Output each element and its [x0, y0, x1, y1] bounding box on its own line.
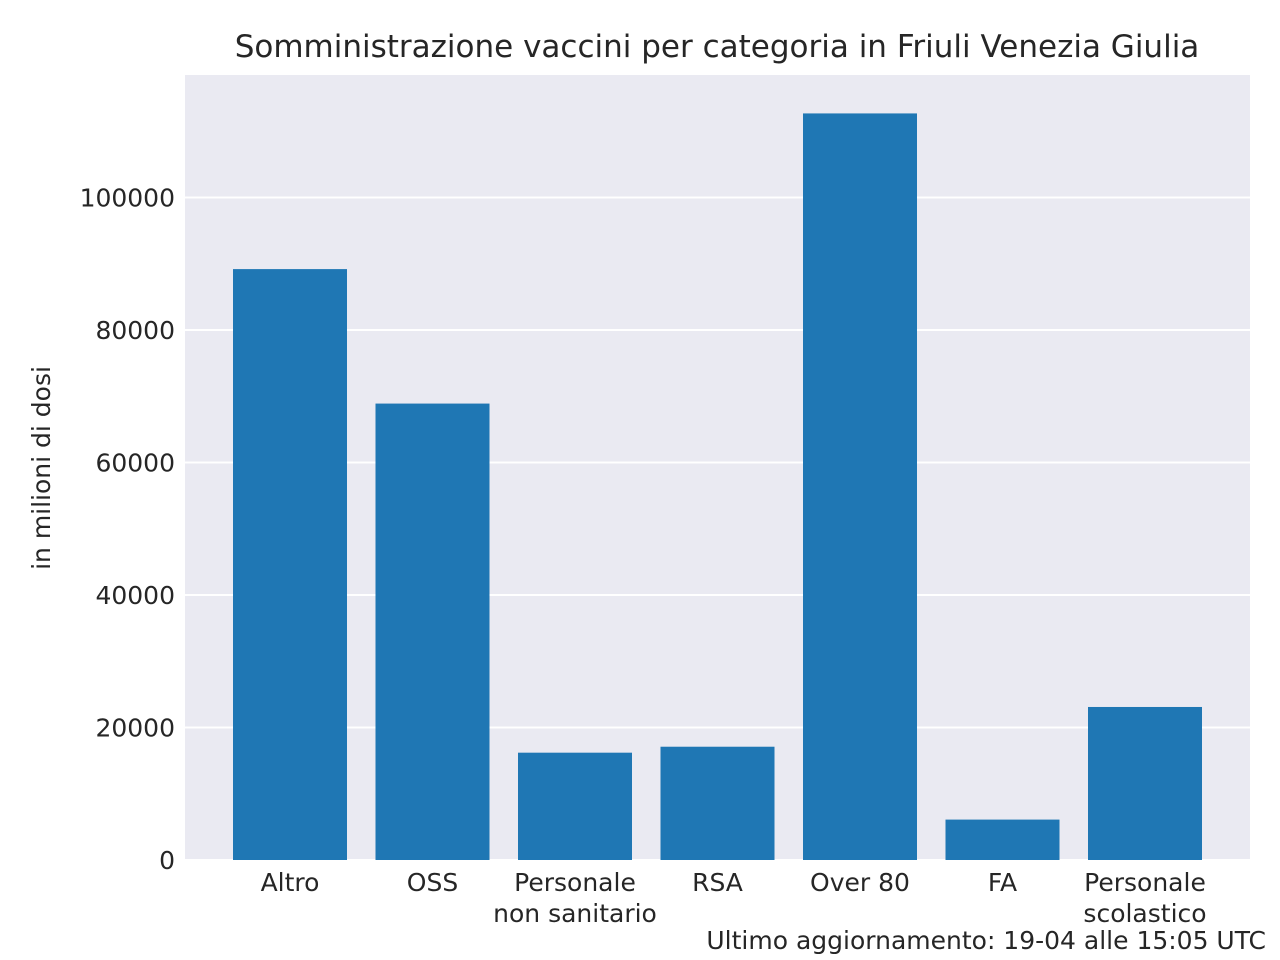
update-footnote: Ultimo aggiornamento: 19-04 alle 15:05 U… [706, 926, 1266, 955]
x-tick-label: Over 80 [810, 868, 910, 897]
bar [945, 819, 1060, 860]
chart-title: Somministrazione vaccini per categoria i… [235, 29, 1200, 65]
bar [375, 403, 490, 860]
bar [233, 269, 347, 860]
bars [233, 113, 1202, 861]
y-axis-label: in milioni di dosi [27, 366, 56, 570]
x-tick-label: RSA [692, 868, 743, 897]
bar [660, 746, 775, 860]
x-tick-label: Personale [514, 868, 636, 897]
y-axis-ticks: 0 20000 40000 60000 80000 100000 [80, 184, 175, 875]
y-tick-label: 100000 [80, 184, 175, 213]
plot-area [185, 75, 1250, 860]
x-tick-label: OSS [407, 868, 458, 897]
x-tick-label: Personale [1084, 868, 1206, 897]
x-tick-label: non sanitario [493, 899, 657, 928]
x-tick-label: Altro [261, 868, 320, 897]
bar [1088, 706, 1202, 860]
y-tick-label: 40000 [95, 581, 175, 610]
y-tick-label: 0 [159, 846, 175, 875]
y-tick-label: 60000 [95, 449, 175, 478]
bar [803, 113, 917, 861]
x-tick-label: scolastico [1083, 899, 1206, 928]
bar [518, 752, 632, 860]
x-tick-label: FA [988, 868, 1017, 897]
y-tick-label: 20000 [95, 714, 175, 743]
grid-lines [185, 196, 1250, 861]
y-tick-label: 80000 [95, 316, 175, 345]
